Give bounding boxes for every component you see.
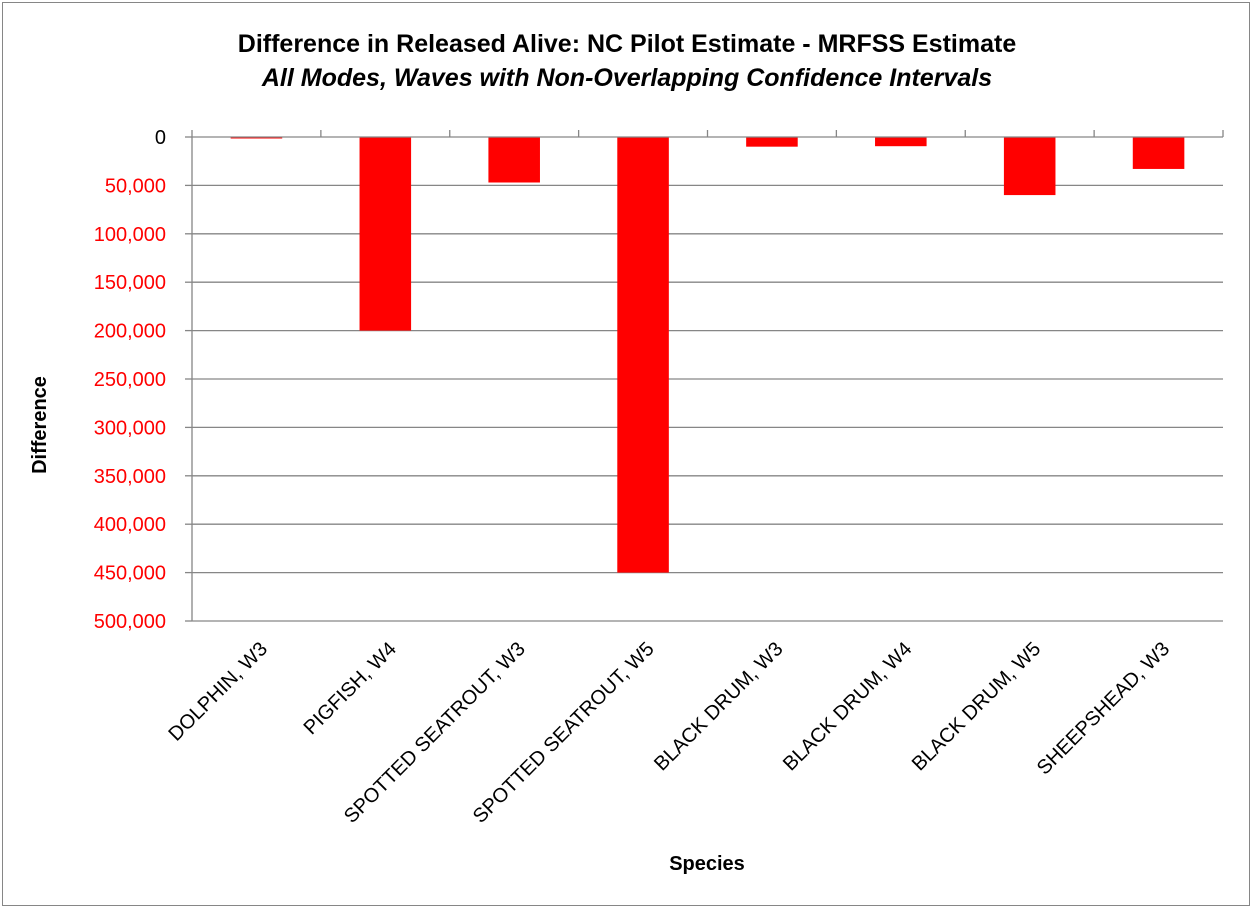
x-tick-label: DOLPHIN, W3 [164, 638, 272, 746]
y-tick-labels: 0 50,000 100,000 150,000 200,000 250,000 300,0… [94, 127, 166, 633]
y-tick-label: 400,000 [94, 514, 166, 536]
axes [185, 130, 1224, 622]
bars [230, 137, 1185, 573]
y-tick-label: 250,000 [94, 369, 166, 391]
x-axis-title: Species [669, 853, 745, 875]
y-tick-label: 450,000 [94, 563, 166, 585]
y-tick-label: 500,000 [94, 611, 166, 633]
x-tick-label: BLACK DRUM, W4 [779, 638, 916, 775]
y-tick-label: 50,000 [105, 175, 166, 197]
bar [1003, 137, 1056, 196]
bar [359, 137, 412, 331]
x-tick-label: SHEEPSHEAD, W3 [1033, 638, 1174, 779]
bar [617, 137, 669, 573]
y-axis-title: Difference [29, 376, 51, 474]
y-tick-label: 300,000 [94, 417, 166, 439]
bar [230, 137, 283, 139]
bar [746, 137, 798, 147]
chart-title: Difference in Released Alive: NC Pilot E… [237, 30, 1017, 58]
y-tick-label: 350,000 [94, 466, 166, 488]
chart-subtitle: All Modes, Waves with Non-Overlapping Co… [261, 64, 993, 92]
y-tick-label: 200,000 [94, 321, 166, 343]
y-tick-label: 150,000 [94, 272, 166, 294]
bar [875, 137, 927, 147]
x-tick-label: BLACK DRUM, W5 [908, 638, 1045, 775]
gridlines [192, 184, 1223, 622]
y-tick-label: 0 [155, 127, 166, 149]
bar [1132, 137, 1185, 169]
y-tick-label: 100,000 [94, 224, 166, 246]
bar [488, 137, 540, 183]
x-tick-label: BLACK DRUM, W3 [650, 638, 787, 775]
x-tick-label: PIGFISH, W4 [300, 638, 401, 739]
